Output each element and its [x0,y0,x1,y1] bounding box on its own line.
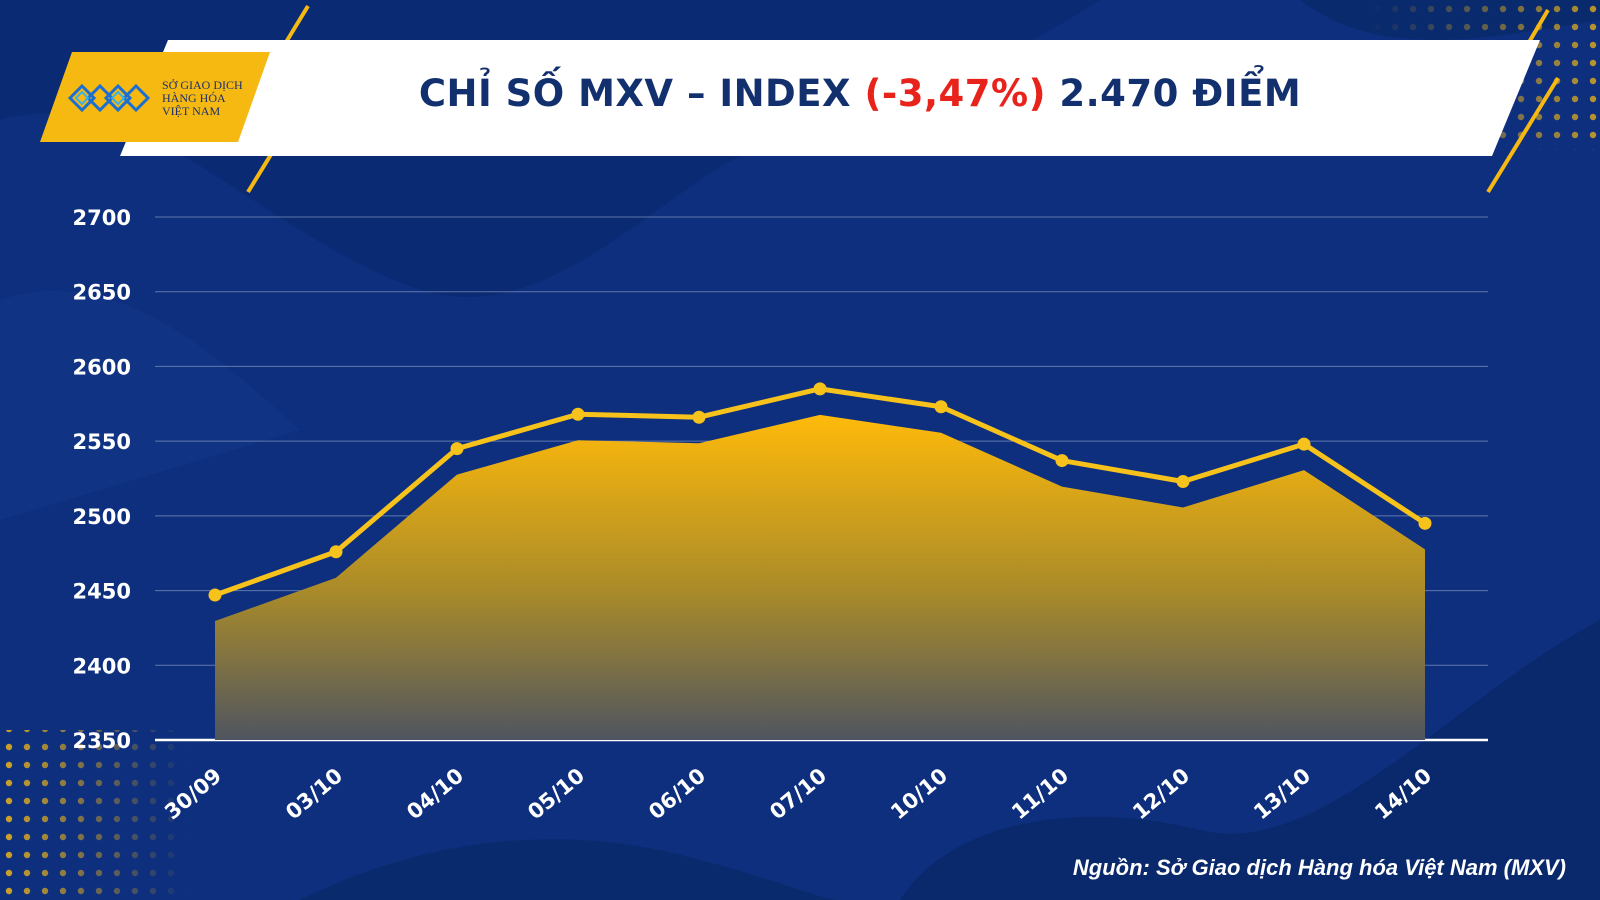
x-tick-label: 30/09 [160,763,226,824]
mxv-logo-icon [67,83,151,113]
title-banner [120,40,1540,156]
x-tick-label: 13/10 [1249,763,1315,824]
y-tick-label: 2450 [73,580,131,604]
title-value: 2.470 ĐIỂM [1046,72,1302,115]
x-tick-label: 11/10 [1007,763,1073,824]
data-point [934,400,948,414]
x-tick-label: 12/10 [1128,763,1194,824]
title-change-percent: (-3,47%) [864,72,1046,115]
y-tick-label: 2700 [73,206,131,230]
data-point [1055,454,1069,468]
chart-title: CHỈ SỐ MXV – INDEX (-3,47%) 2.470 ĐIỂM [300,72,1420,115]
y-tick-label: 2500 [73,505,131,529]
data-point [692,410,706,424]
logo-wordmark: SỞ GIAO DỊCH HÀNG HÓA VIỆT NAM [162,79,262,118]
logo-line-2: HÀNG HÓA [162,91,226,105]
data-point [208,588,222,602]
data-point [1176,474,1190,488]
data-point [450,442,464,456]
data-point [1297,437,1311,451]
y-tick-label: 2400 [73,654,131,678]
title-main: CHỈ SỐ MXV – INDEX [418,72,865,115]
y-tick-label: 2650 [73,281,131,305]
y-tick-label: 2350 [73,729,131,753]
data-point [329,545,343,559]
data-point [1418,516,1432,530]
x-tick-label: 04/10 [402,763,468,824]
data-point [571,407,585,421]
logo-line-1: SỞ GIAO DỊCH [162,78,243,92]
y-tick-label: 2550 [73,430,131,454]
y-tick-label: 2600 [73,355,131,379]
source-note: Nguồn: Sở Giao dịch Hàng hóa Việt Nam (M… [1072,855,1566,880]
x-tick-label: 05/10 [523,763,589,824]
x-tick-label: 07/10 [765,763,831,824]
x-tick-label: 06/10 [644,763,710,824]
x-tick-label: 14/10 [1370,763,1436,824]
logo-line-3: VIỆT NAM [162,104,221,118]
x-tick-label: 10/10 [886,763,952,824]
data-point [813,382,827,396]
x-tick-label: 03/10 [281,763,347,824]
area-fill [215,414,1425,740]
